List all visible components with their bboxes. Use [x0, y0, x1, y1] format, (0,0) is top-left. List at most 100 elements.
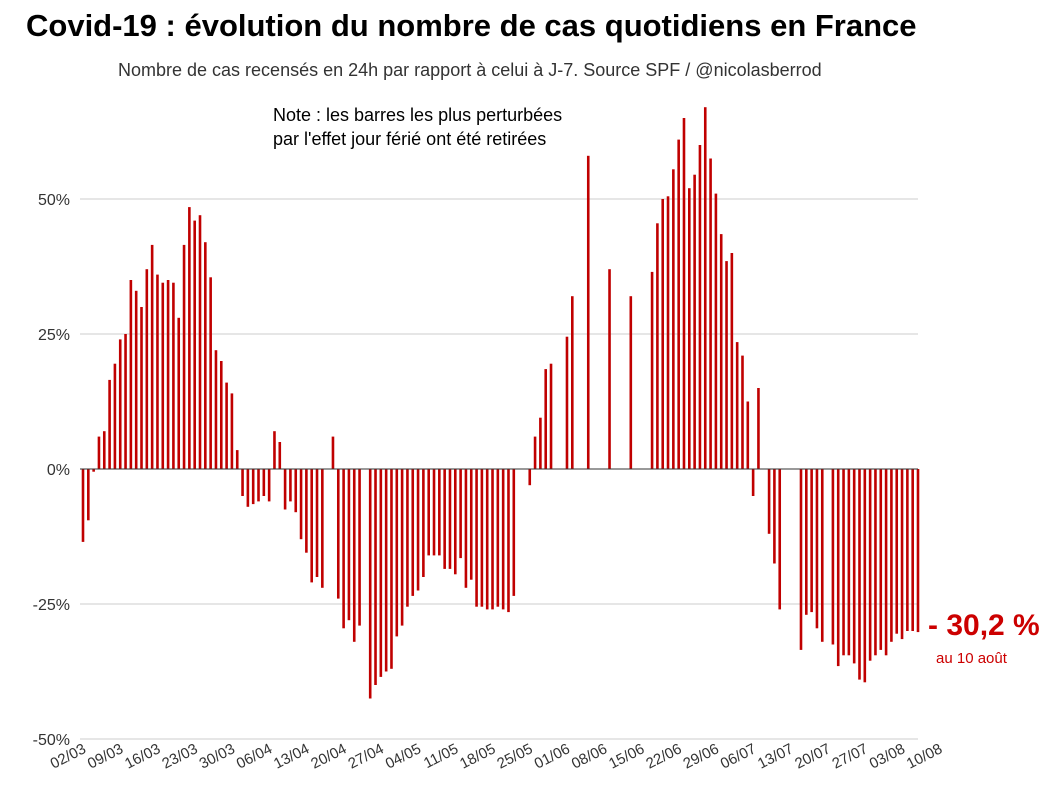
bar: [656, 223, 659, 469]
latest-value-annotation: - 30,2 %: [928, 609, 1040, 642]
bar: [219, 361, 223, 469]
bar: [214, 350, 218, 469]
latest-value-caption: au 10 août: [936, 650, 1007, 667]
x-tick-label: 27/04: [345, 740, 386, 772]
bar: [108, 379, 111, 469]
bar: [193, 220, 196, 469]
bar: [677, 139, 680, 469]
x-tick-label: 20/07: [792, 740, 833, 772]
bar: [496, 469, 500, 607]
bar: [182, 244, 186, 469]
bar: [501, 469, 505, 610]
bar: [358, 469, 361, 626]
bar: [879, 469, 883, 650]
bar: [847, 469, 851, 656]
bar: [608, 269, 611, 469]
bar: [336, 469, 340, 599]
y-tick-label: 0%: [47, 462, 70, 479]
chart-note: Note : les barres les plus perturbées pa…: [273, 103, 562, 151]
x-tick-label: 13/07: [755, 740, 796, 772]
bar: [230, 393, 234, 469]
bar: [172, 282, 175, 469]
x-tick-label: 08/06: [569, 740, 610, 772]
x-tick-label: 29/06: [681, 740, 722, 772]
bar: [863, 469, 867, 683]
bar: [672, 169, 675, 470]
bar: [586, 155, 590, 470]
bar: [900, 469, 904, 640]
bar: [773, 469, 776, 564]
bar: [406, 469, 409, 607]
x-tick-label: 23/03: [159, 740, 200, 772]
bar: [528, 469, 532, 486]
bar: [278, 442, 282, 469]
bar: [118, 339, 122, 469]
bar: [257, 469, 260, 502]
bar: [682, 118, 686, 469]
bar: [427, 469, 431, 556]
bar: [374, 469, 377, 685]
bar: [767, 469, 771, 534]
bar: [852, 469, 856, 664]
bar: [411, 469, 415, 596]
bar: [810, 469, 813, 613]
bar: [565, 336, 569, 469]
bar: [241, 469, 244, 496]
bar: [661, 199, 665, 469]
x-tick-label: 30/03: [197, 740, 238, 772]
bar: [140, 307, 143, 469]
y-tick-label: 50%: [38, 192, 70, 209]
bar: [549, 363, 553, 469]
bar: [347, 469, 351, 621]
bar: [113, 363, 117, 469]
bar: [384, 469, 388, 672]
bar: [725, 261, 728, 469]
bar: [448, 469, 452, 569]
x-tick-label: 25/05: [494, 740, 535, 772]
bar: [842, 469, 845, 656]
x-tick-label: 16/03: [122, 740, 163, 772]
bar: [693, 174, 696, 469]
bar: [294, 469, 298, 513]
bar: [485, 469, 489, 610]
x-tick-label: 06/07: [718, 740, 759, 772]
x-tick-label: 01/06: [532, 740, 573, 772]
bar: [395, 469, 399, 637]
bar: [379, 469, 383, 677]
bar: [134, 290, 138, 469]
bar: [299, 469, 303, 540]
note-line-2: par l'effet jour férié ont été retirées: [273, 129, 547, 149]
bar: [438, 469, 441, 556]
bar: [262, 469, 266, 496]
note-line-1: Note : les barres les plus perturbées: [273, 105, 563, 125]
bar: [129, 280, 133, 469]
bar: [400, 469, 404, 626]
bar: [390, 469, 393, 669]
bar: [831, 469, 835, 645]
bar: [315, 469, 319, 577]
bar: [539, 417, 542, 469]
bar: [741, 355, 744, 469]
bar: [491, 469, 494, 610]
bar: [868, 469, 872, 661]
bar: [507, 469, 510, 613]
bar: [177, 317, 181, 469]
bar: [310, 469, 313, 583]
bar: [166, 280, 170, 469]
bar: [124, 334, 127, 469]
bar: [464, 469, 468, 588]
bar: [858, 469, 861, 680]
bar: [890, 469, 893, 642]
bar: [746, 401, 750, 469]
bar: [246, 469, 250, 507]
x-tick-label: 18/05: [457, 740, 498, 772]
bar: [416, 469, 420, 591]
bar: [225, 382, 228, 469]
bar: [799, 469, 803, 650]
bar: [906, 469, 909, 631]
bar: [815, 469, 819, 629]
bar: [757, 388, 760, 469]
bar: [805, 469, 808, 615]
bar: [453, 469, 457, 575]
